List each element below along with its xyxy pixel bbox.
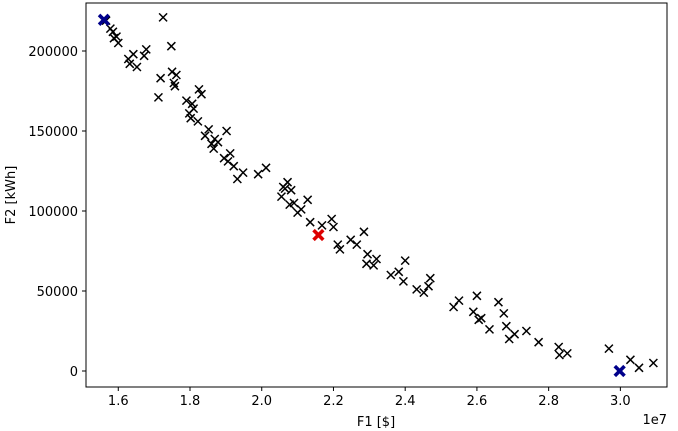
data-point [454, 296, 464, 306]
data-point [359, 227, 369, 237]
data-point [189, 104, 199, 114]
data-point [196, 89, 207, 99]
data-point [352, 240, 362, 250]
data-point [521, 326, 531, 336]
data-point [253, 169, 263, 179]
x-tick-label: 1.8 [180, 394, 201, 409]
data-point [472, 291, 482, 301]
data-point [209, 144, 219, 154]
data-point [261, 163, 271, 173]
data-point [303, 195, 313, 205]
x-tick-label: 3.0 [610, 394, 631, 409]
data-point [625, 355, 635, 365]
data-point [398, 276, 408, 286]
extreme-point [613, 364, 626, 378]
y-tick-label: 200000 [28, 45, 78, 60]
data-point [222, 126, 232, 136]
data-point [139, 51, 149, 61]
data-point [371, 254, 382, 264]
data-point [167, 67, 177, 77]
data-point [333, 240, 343, 250]
data-point [166, 41, 176, 51]
data-point [225, 148, 235, 158]
data-point [361, 259, 371, 269]
x-tick-label: 2.4 [395, 394, 416, 409]
data-point [634, 363, 644, 373]
x-axis-offset-label: 1e7 [642, 413, 667, 428]
data-point [200, 131, 210, 141]
y-tick-label: 0 [70, 365, 78, 380]
data-point [493, 297, 503, 307]
data-point [170, 81, 180, 91]
data-point [128, 49, 138, 59]
x-tick-label: 2.2 [323, 394, 344, 409]
y-axis: 0 50000 100000 150000 200000 [28, 45, 86, 380]
data-point [648, 358, 658, 368]
data-point [425, 273, 435, 283]
data-point [153, 92, 163, 102]
data-point [194, 84, 204, 94]
data-point [499, 308, 509, 318]
data-point [286, 185, 296, 195]
data-point [510, 329, 520, 339]
data-point [346, 235, 356, 245]
plot-frame [85, 2, 668, 388]
data-point [501, 321, 511, 331]
data-point [534, 337, 544, 347]
data-point [193, 116, 203, 126]
data-point [386, 270, 396, 280]
selected-point [312, 228, 325, 242]
y-tick-label: 150000 [28, 125, 78, 140]
data-point [204, 124, 214, 134]
x-axis-label: F1 [$] [357, 415, 395, 430]
data-point [327, 214, 337, 224]
data-point [289, 198, 299, 208]
data-point [213, 137, 223, 147]
data-point [181, 96, 191, 106]
x-tick-label: 1.6 [108, 394, 129, 409]
data-point [328, 222, 338, 232]
data-point [394, 267, 404, 277]
y-axis-label: F2 [kWh] [4, 166, 19, 225]
data-point [554, 350, 564, 360]
data-point [111, 32, 122, 42]
data-point [604, 344, 614, 354]
data-point [412, 284, 422, 294]
data-point [305, 217, 315, 227]
data-point [186, 113, 196, 123]
x-tick-label: 2.8 [538, 394, 559, 409]
data-point [276, 192, 286, 202]
data-point [562, 348, 572, 358]
data-point [141, 44, 151, 54]
y-tick-label: 50000 [37, 285, 78, 300]
data-point [476, 313, 486, 323]
data-point [283, 177, 293, 187]
data-point [484, 324, 495, 334]
data-point [158, 12, 168, 22]
data-point [423, 281, 434, 291]
data-point [468, 307, 478, 317]
data-point [238, 168, 248, 178]
data-point [229, 161, 239, 171]
data-point [113, 38, 123, 48]
data-point [171, 70, 181, 80]
x-tick-label: 2.6 [467, 394, 488, 409]
plot-marks [97, 12, 658, 378]
data-point [335, 244, 345, 254]
x-axis: 1.6 1.8 2.0 2.2 2.4 2.6 2.8 3.0 [108, 387, 631, 409]
data-point [156, 73, 166, 83]
y-tick-label: 100000 [28, 205, 78, 220]
data-point [317, 220, 327, 230]
data-point [419, 288, 429, 298]
x-tick-label: 2.0 [251, 394, 272, 409]
data-point [363, 249, 373, 259]
data-point [206, 139, 217, 149]
data-point [296, 204, 306, 214]
extreme-point [97, 13, 111, 26]
data-point [369, 260, 379, 270]
data-point [400, 256, 410, 266]
data-point [554, 342, 564, 352]
data-point [132, 62, 142, 72]
